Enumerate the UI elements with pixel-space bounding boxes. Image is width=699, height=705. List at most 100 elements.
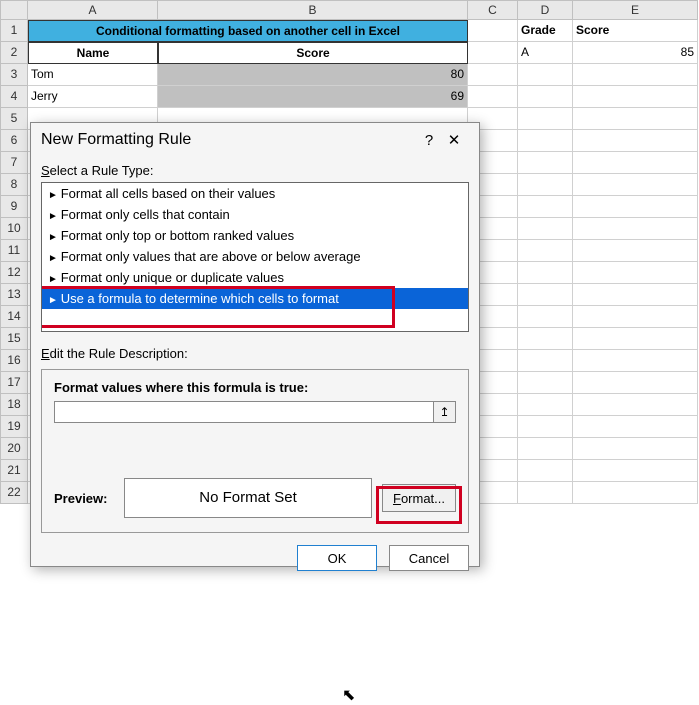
cell[interactable]: [518, 328, 573, 350]
cell[interactable]: [518, 438, 573, 460]
row-header[interactable]: 12: [0, 262, 28, 284]
select-all-corner[interactable]: [0, 0, 28, 20]
cell[interactable]: [518, 240, 573, 262]
cell[interactable]: [518, 174, 573, 196]
rule-item[interactable]: Format only top or bottom ranked values: [42, 225, 468, 246]
cell[interactable]: [573, 438, 698, 460]
cell[interactable]: [518, 460, 573, 482]
cell[interactable]: [518, 152, 573, 174]
cell[interactable]: [468, 64, 518, 86]
cell[interactable]: [518, 218, 573, 240]
cell[interactable]: [573, 482, 698, 504]
cell[interactable]: [573, 86, 698, 108]
row-header[interactable]: 3: [0, 64, 28, 86]
formula-input[interactable]: [54, 401, 434, 423]
row-header[interactable]: 19: [0, 416, 28, 438]
cell[interactable]: [573, 372, 698, 394]
side-data-grade[interactable]: A: [518, 42, 573, 64]
cell[interactable]: [518, 284, 573, 306]
data-score-1[interactable]: 69: [158, 86, 468, 108]
cell[interactable]: [573, 328, 698, 350]
cell[interactable]: [518, 394, 573, 416]
rule-item[interactable]: Format only values that are above or bel…: [42, 246, 468, 267]
row-header[interactable]: 6: [0, 130, 28, 152]
row-header[interactable]: 22: [0, 482, 28, 504]
rule-type-list[interactable]: Format all cells based on their values F…: [41, 182, 469, 332]
rule-item[interactable]: Format all cells based on their values: [42, 183, 468, 204]
cell[interactable]: [573, 284, 698, 306]
cancel-button[interactable]: Cancel: [389, 545, 469, 571]
cell[interactable]: [573, 240, 698, 262]
row-header[interactable]: 7: [0, 152, 28, 174]
preview-label: Preview:: [54, 491, 114, 506]
cell[interactable]: [468, 20, 518, 42]
row-header[interactable]: 8: [0, 174, 28, 196]
row-header[interactable]: 1: [0, 20, 28, 42]
cell[interactable]: [468, 42, 518, 64]
cell[interactable]: [573, 218, 698, 240]
cell[interactable]: [573, 394, 698, 416]
cell[interactable]: [573, 174, 698, 196]
cell[interactable]: [573, 350, 698, 372]
header-score[interactable]: Score: [158, 42, 468, 64]
cell[interactable]: [518, 86, 573, 108]
data-score-0[interactable]: 80: [158, 64, 468, 86]
col-header-c[interactable]: C: [468, 0, 518, 20]
cell[interactable]: [518, 130, 573, 152]
cell[interactable]: [573, 108, 698, 130]
data-name-0[interactable]: Tom: [28, 64, 158, 86]
cell[interactable]: [518, 108, 573, 130]
row-header[interactable]: 16: [0, 350, 28, 372]
cell[interactable]: [518, 482, 573, 504]
dialog-title: New Formatting Rule: [41, 131, 419, 149]
title-cell[interactable]: Conditional formatting based on another …: [28, 20, 468, 42]
col-header-b[interactable]: B: [158, 0, 468, 20]
cell[interactable]: [518, 262, 573, 284]
data-name-1[interactable]: Jerry: [28, 86, 158, 108]
row-header[interactable]: 10: [0, 218, 28, 240]
side-header-score[interactable]: Score: [573, 20, 698, 42]
col-header-e[interactable]: E: [573, 0, 698, 20]
cell[interactable]: [518, 64, 573, 86]
cell[interactable]: [573, 460, 698, 482]
col-header-d[interactable]: D: [518, 0, 573, 20]
rule-item-selected[interactable]: Use a formula to determine which cells t…: [42, 288, 468, 309]
cell[interactable]: [573, 64, 698, 86]
row-header[interactable]: 14: [0, 306, 28, 328]
side-header-grade[interactable]: Grade: [518, 20, 573, 42]
rule-item[interactable]: Format only cells that contain: [42, 204, 468, 225]
collapse-dialog-button[interactable]: ↥: [434, 401, 456, 423]
cell[interactable]: [573, 196, 698, 218]
cell[interactable]: [518, 416, 573, 438]
row-header[interactable]: 9: [0, 196, 28, 218]
cell[interactable]: [518, 372, 573, 394]
cell[interactable]: [518, 350, 573, 372]
ok-button[interactable]: OK: [297, 545, 377, 571]
rule-item[interactable]: Format only unique or duplicate values: [42, 267, 468, 288]
cell[interactable]: [468, 86, 518, 108]
help-button[interactable]: ?: [419, 132, 439, 149]
row-header[interactable]: 4: [0, 86, 28, 108]
row-header[interactable]: 13: [0, 284, 28, 306]
cell[interactable]: [573, 130, 698, 152]
close-button[interactable]: ✕: [439, 131, 469, 149]
cell[interactable]: [573, 262, 698, 284]
cell[interactable]: [518, 306, 573, 328]
cell[interactable]: [573, 152, 698, 174]
cell[interactable]: [573, 306, 698, 328]
side-data-score[interactable]: 85: [573, 42, 698, 64]
row-header[interactable]: 11: [0, 240, 28, 262]
format-button[interactable]: Format...: [382, 484, 456, 512]
col-header-a[interactable]: A: [28, 0, 158, 20]
cell[interactable]: [573, 416, 698, 438]
row-header[interactable]: 18: [0, 394, 28, 416]
row-header[interactable]: 5: [0, 108, 28, 130]
row-header[interactable]: 15: [0, 328, 28, 350]
row-header[interactable]: 2: [0, 42, 28, 64]
header-name[interactable]: Name: [28, 42, 158, 64]
row-header[interactable]: 20: [0, 438, 28, 460]
row-header[interactable]: 17: [0, 372, 28, 394]
cell[interactable]: [518, 196, 573, 218]
rule-description-group: Format values where this formula is true…: [41, 369, 469, 533]
row-header[interactable]: 21: [0, 460, 28, 482]
